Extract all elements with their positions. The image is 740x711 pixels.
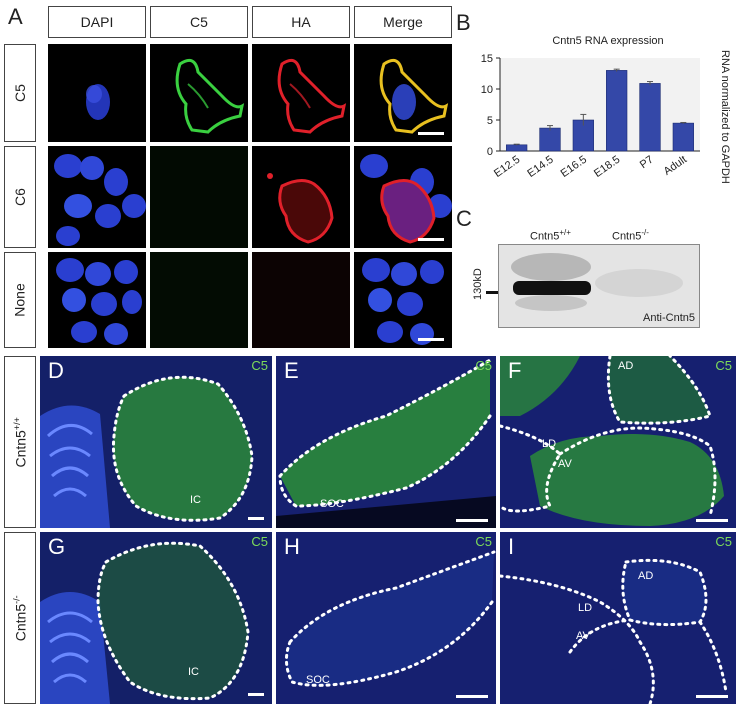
row-label-none: None xyxy=(4,252,36,348)
scale-bar xyxy=(696,519,728,522)
micrograph-c5-merge xyxy=(354,44,452,142)
panel-letter-c: C xyxy=(456,206,472,231)
micrograph-g: G C5 IC xyxy=(40,532,272,704)
row-label-wildtype: Cntn5+/+ xyxy=(4,356,36,528)
micrograph-e: E C5 SOC xyxy=(276,356,496,528)
panel-letter-h: H xyxy=(284,534,300,559)
bar-E14.5 xyxy=(539,127,561,152)
scale-bar xyxy=(248,517,264,520)
stain-label-h: C5 xyxy=(475,534,492,549)
micrograph-none-dapi xyxy=(48,252,146,348)
bar-P7 xyxy=(639,83,661,152)
plot-area xyxy=(500,58,700,151)
y-tick-label: 5 xyxy=(487,115,493,127)
region-ad-i: AD xyxy=(638,570,654,582)
scale-bar xyxy=(248,693,264,696)
category-label-E18.5: E18.5 xyxy=(592,154,622,180)
bar-E12.5 xyxy=(506,144,528,152)
stain-label-i: C5 xyxy=(715,534,732,549)
micrograph-d: D C5 IC xyxy=(40,356,272,528)
marker-label: 130kD xyxy=(472,268,484,300)
y-axis-label: RNA normalized to GAPDH xyxy=(719,50,731,184)
error-bar-Adult xyxy=(680,121,687,124)
stain-label-e: C5 xyxy=(475,358,492,373)
stain-label-f: C5 xyxy=(715,358,732,373)
western-blot: Anti-Cntn5 xyxy=(498,244,700,328)
marker-tick xyxy=(486,291,498,294)
micrograph-c6-ha xyxy=(252,146,350,248)
scale-bar xyxy=(456,695,488,698)
column-header-ha: HA xyxy=(252,6,350,38)
panel-letter-d: D xyxy=(48,358,64,383)
panel-letter-b: B xyxy=(456,10,471,35)
y-tick-label: 0 xyxy=(487,146,493,158)
category-label-P7: P7 xyxy=(638,154,656,172)
micrograph-c6-dapi xyxy=(48,146,146,248)
scale-bar xyxy=(456,519,488,522)
stain-label-g: C5 xyxy=(251,534,268,549)
error-bar-P7 xyxy=(647,81,653,86)
error-bar-E16.5 xyxy=(580,113,587,126)
column-header-c5: C5 xyxy=(150,6,248,38)
blot-antibody-label: Anti-Cntn5 xyxy=(643,312,695,324)
y-axis: 0 5 10 15 xyxy=(481,53,700,158)
region-ld-f: LD xyxy=(542,438,557,450)
scale-bar xyxy=(418,238,444,241)
category-label-E16.5: E16.5 xyxy=(559,154,589,180)
scale-bar xyxy=(696,695,728,698)
error-bar-E18.5 xyxy=(613,68,620,72)
region-soc-h: SOC xyxy=(306,674,330,686)
y-tick-label: 10 xyxy=(481,84,493,96)
error-bar-E14.5 xyxy=(547,125,553,131)
panel-letter-e: E xyxy=(284,358,299,383)
column-header-dapi: DAPI xyxy=(48,6,146,38)
row-label-c5: C5 xyxy=(4,44,36,142)
category-label-Adult: Adult xyxy=(662,154,689,178)
bar-E18.5 xyxy=(606,70,628,152)
micrograph-f: F C5 AD LD AV xyxy=(500,356,736,528)
chart-title: Cntn5 RNA expression xyxy=(552,35,663,47)
region-av-f: AV xyxy=(558,458,572,470)
micrograph-none-merge xyxy=(354,252,452,348)
micrograph-c5-c5 xyxy=(150,44,248,142)
row-label-knockout: Cntn5-/- xyxy=(4,532,36,704)
scale-bar xyxy=(418,132,444,135)
blot-lane2-label: Cntn5-/- xyxy=(612,228,649,243)
error-bar-E12.5 xyxy=(513,143,520,146)
micrograph-c5-dapi xyxy=(48,44,146,142)
scale-bar xyxy=(418,338,444,341)
region-ad-f: AD xyxy=(618,360,634,372)
micrograph-i: I C5 AD LD AV xyxy=(500,532,736,704)
region-av-i: AV xyxy=(576,630,590,642)
bar-Adult xyxy=(672,122,694,152)
region-soc-e: SOC xyxy=(320,498,344,510)
micrograph-c5-ha xyxy=(252,44,350,142)
category-labels: E12.5 E14.5 E16.5 E18.5 P7 Adult xyxy=(492,154,689,180)
region-ld-i: LD xyxy=(578,602,593,614)
y-tick-label: 15 xyxy=(481,53,493,65)
category-label-E12.5: E12.5 xyxy=(492,154,522,180)
micrograph-none-ha xyxy=(252,252,350,348)
micrograph-c6-c5 xyxy=(150,146,248,248)
stain-label-d: C5 xyxy=(251,358,268,373)
blot-lane1-label: Cntn5+/+ xyxy=(530,228,571,243)
panel-letter-a: A xyxy=(8,4,23,29)
bars-group xyxy=(506,68,694,152)
region-ic-d: IC xyxy=(190,494,201,506)
panel-letter-f: F xyxy=(508,358,522,383)
panel-letter-i: I xyxy=(508,534,515,559)
micrograph-c6-merge xyxy=(354,146,452,248)
region-ic-g: IC xyxy=(188,666,199,678)
row-label-c6: C6 xyxy=(4,146,36,248)
panel-letter-g: G xyxy=(48,534,66,559)
micrograph-none-c5 xyxy=(150,252,248,348)
column-header-merge: Merge xyxy=(354,6,452,38)
micrograph-h: H C5 SOC xyxy=(276,532,496,704)
category-label-E14.5: E14.5 xyxy=(525,154,555,180)
